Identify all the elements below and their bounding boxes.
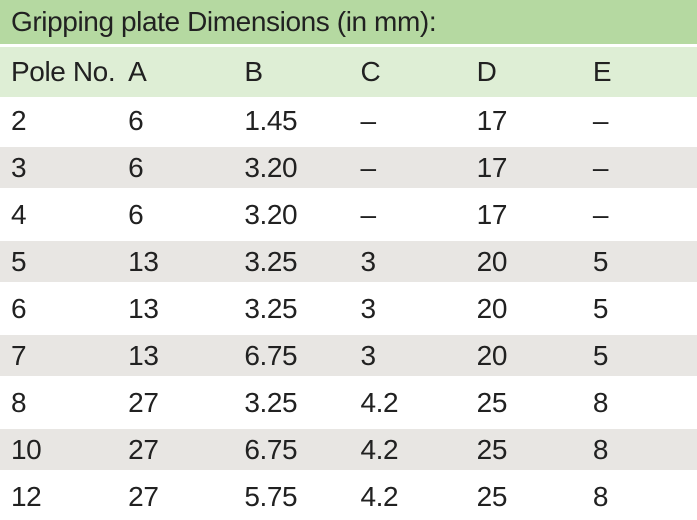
table-title: Gripping plate Dimensions (in mm): bbox=[11, 6, 437, 37]
table-cell: 27 bbox=[128, 480, 159, 512]
table-cell: 4.2 bbox=[360, 386, 399, 418]
table-cell: 13 bbox=[128, 245, 159, 277]
table-body: 2 6 1.45 – 17 – 3 6 3.20 – 17 – 4 6 3.20 – 17 – 5 13 3.25 3 20… bbox=[0, 97, 697, 520]
table-cell: 3.25 bbox=[244, 292, 298, 324]
table-cell: 6.75 bbox=[244, 433, 298, 465]
table-cell: – bbox=[360, 151, 376, 183]
table-cell: 10 bbox=[11, 433, 42, 465]
table-cell: 20 bbox=[476, 339, 508, 371]
table-cell: 25 bbox=[476, 480, 508, 512]
table-cell: 3 bbox=[360, 245, 376, 277]
table-cell: 5 bbox=[592, 339, 609, 371]
table-cell: 1.45 bbox=[244, 104, 298, 136]
table-cell: 27 bbox=[128, 386, 159, 418]
table-cell: 7 bbox=[11, 339, 27, 371]
table-cell: 6 bbox=[128, 198, 144, 230]
table-cell: 3 bbox=[360, 339, 376, 371]
table-cell: 4.2 bbox=[360, 433, 399, 465]
table-cell: 2 bbox=[11, 104, 27, 136]
column-header-a: A bbox=[128, 56, 147, 87]
table-cell: 13 bbox=[128, 339, 159, 371]
table-row: 12 27 5.75 4.2 25 8 bbox=[0, 473, 697, 520]
table-title-bar: Gripping plate Dimensions (in mm): bbox=[0, 0, 697, 44]
table-row: 8 27 3.25 4.2 25 8 bbox=[0, 379, 697, 426]
table-cell: – bbox=[592, 198, 609, 230]
table-cell: 3.25 bbox=[244, 386, 298, 418]
table-cell: 8 bbox=[592, 386, 609, 418]
column-header-b: B bbox=[244, 56, 263, 87]
column-header-pole-no: Pole No. bbox=[11, 56, 116, 87]
table-cell: 3 bbox=[360, 292, 376, 324]
table-cell: – bbox=[592, 151, 609, 183]
table-cell: 5 bbox=[592, 292, 609, 324]
column-header-c: C bbox=[360, 56, 381, 87]
table-cell: 3 bbox=[11, 151, 27, 183]
table-cell: – bbox=[592, 104, 609, 136]
table-cell: 8 bbox=[592, 433, 609, 465]
table-cell: 6.75 bbox=[244, 339, 298, 371]
column-header-d: D bbox=[476, 56, 497, 87]
table-cell: 3.20 bbox=[244, 198, 298, 230]
table-cell: 5 bbox=[11, 245, 27, 277]
table-cell: – bbox=[360, 198, 376, 230]
table-cell: 6 bbox=[128, 151, 144, 183]
table-cell: 8 bbox=[592, 480, 609, 512]
table-cell: 4.2 bbox=[360, 480, 399, 512]
table-cell: 17 bbox=[476, 104, 508, 136]
table-cell: – bbox=[360, 104, 376, 136]
table-cell: 5 bbox=[592, 245, 609, 277]
table-cell: 17 bbox=[476, 151, 508, 183]
table-cell: 25 bbox=[476, 386, 508, 418]
table-cell: 4 bbox=[11, 198, 27, 230]
table-cell: 12 bbox=[11, 480, 42, 512]
table-row: 4 6 3.20 – 17 – bbox=[0, 191, 697, 238]
table-cell: 13 bbox=[128, 292, 159, 324]
table-cell: 6 bbox=[128, 104, 144, 136]
table-row: 6 13 3.25 3 20 5 bbox=[0, 285, 697, 332]
table-row: 2 6 1.45 – 17 – bbox=[0, 97, 697, 144]
column-header-e: E bbox=[592, 56, 612, 87]
table-cell: 27 bbox=[128, 433, 159, 465]
table-cell: 20 bbox=[476, 292, 508, 324]
table-cell: 25 bbox=[476, 433, 508, 465]
table-header-row: Pole No. A B C D E bbox=[0, 47, 697, 97]
table-cell: 3.20 bbox=[244, 151, 298, 183]
table-cell: 3.25 bbox=[244, 245, 298, 277]
table-row: 10 27 6.75 4.2 25 8 bbox=[0, 426, 697, 473]
table-cell: 8 bbox=[11, 386, 27, 418]
table-cell: 20 bbox=[476, 245, 508, 277]
table-row: 5 13 3.25 3 20 5 bbox=[0, 238, 697, 285]
table-cell: 5.75 bbox=[244, 480, 298, 512]
table-row: 3 6 3.20 – 17 – bbox=[0, 144, 697, 191]
table-cell: 6 bbox=[11, 292, 27, 324]
table-row: 7 13 6.75 3 20 5 bbox=[0, 332, 697, 379]
table-cell: 17 bbox=[476, 198, 508, 230]
